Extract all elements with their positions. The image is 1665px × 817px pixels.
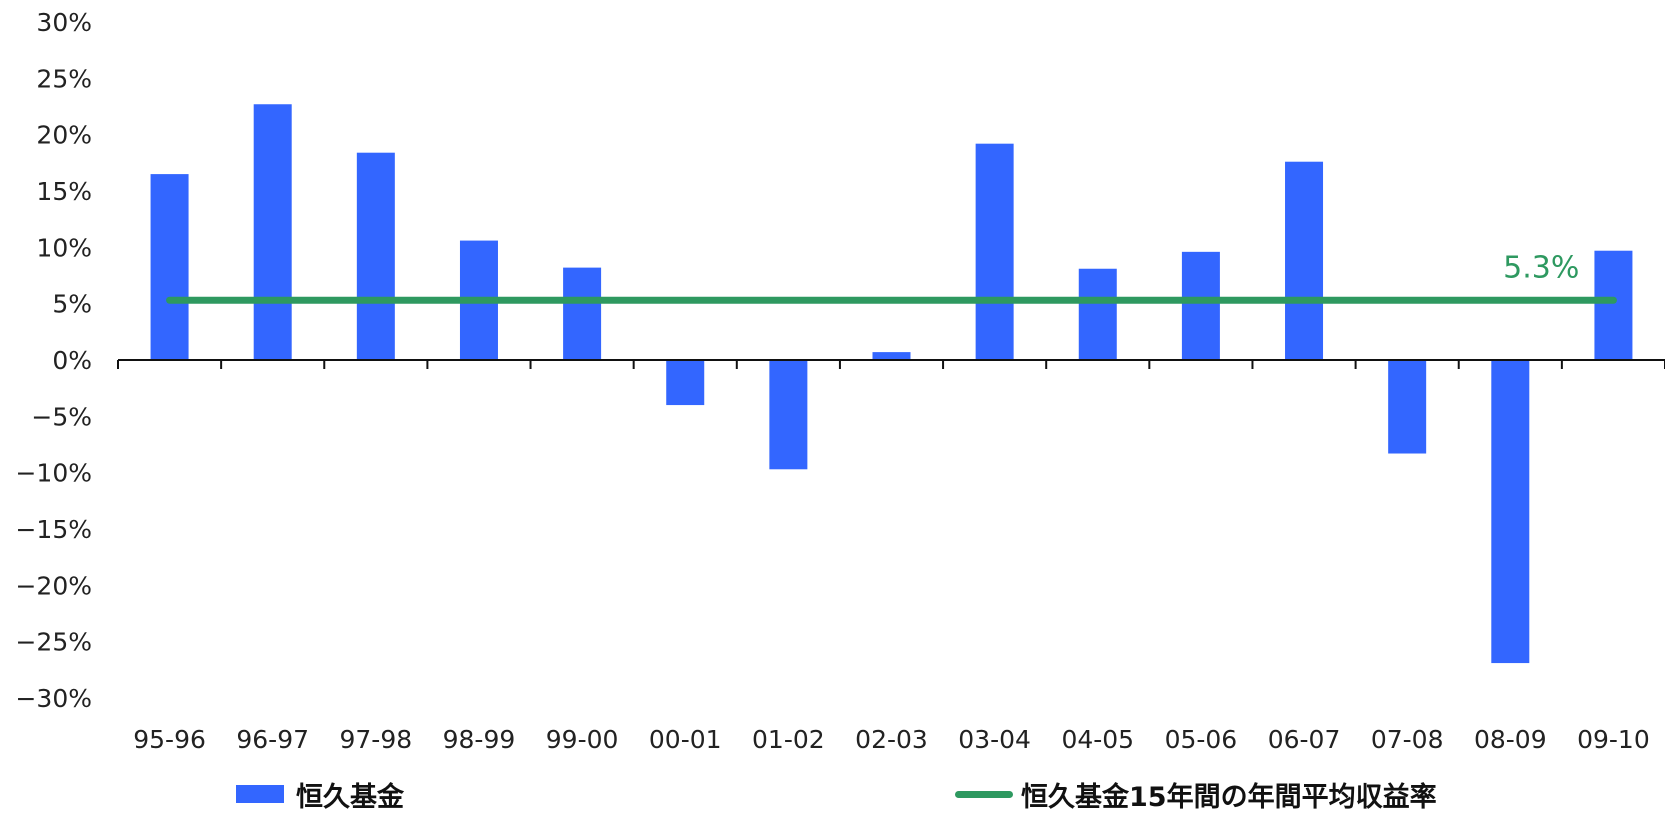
x-tick-label: 02-03 bbox=[855, 725, 928, 754]
y-tick-label: 25% bbox=[36, 64, 92, 93]
x-tick-label: 09-10 bbox=[1577, 725, 1650, 754]
bar-chart: 30% 25% 20% 15% 10% 5% 0% −5% −10% −15% −20% −25% −3… bbox=[15, 8, 1665, 754]
legend-label-fund: 恒久基金 bbox=[296, 781, 404, 813]
x-tick-label: 95-96 bbox=[133, 725, 206, 754]
bar bbox=[1181, 251, 1220, 360]
bar bbox=[666, 360, 705, 406]
x-tick-label: 07-08 bbox=[1371, 725, 1444, 754]
y-tick-label: 0% bbox=[52, 346, 92, 375]
bar bbox=[356, 152, 395, 360]
y-tick-label: 5% bbox=[52, 290, 92, 319]
y-tick-label: −5% bbox=[31, 402, 92, 431]
y-tick-label: 10% bbox=[36, 233, 92, 262]
x-tick-label: 04-05 bbox=[1061, 725, 1134, 754]
bar bbox=[563, 267, 602, 360]
y-tick-label: 20% bbox=[36, 121, 92, 150]
x-tick-label: 96-97 bbox=[236, 725, 309, 754]
bar bbox=[872, 352, 911, 360]
x-tick-label: 06-07 bbox=[1268, 725, 1341, 754]
bar bbox=[1388, 360, 1427, 454]
x-tick-label: 99-00 bbox=[546, 725, 619, 754]
x-tick-label: 03-04 bbox=[958, 725, 1031, 754]
bar bbox=[769, 360, 808, 470]
x-tick-label: 08-09 bbox=[1474, 725, 1547, 754]
x-tick-label: 97-98 bbox=[340, 725, 413, 754]
average-value-label: 5.3% bbox=[1503, 250, 1579, 285]
legend-label-average: 恒久基金15年間の年間平均収益率 bbox=[1021, 781, 1437, 813]
x-tick-label: 01-02 bbox=[752, 725, 825, 754]
bar bbox=[1491, 360, 1530, 664]
y-tick-label: −30% bbox=[15, 684, 92, 713]
x-tick-label: 00-01 bbox=[649, 725, 722, 754]
y-tick-label: −25% bbox=[15, 628, 92, 657]
legend-swatch-bar bbox=[236, 785, 284, 803]
y-tick-label: −15% bbox=[15, 515, 92, 544]
y-tick-label: 30% bbox=[36, 8, 92, 37]
x-tick-label: 05-06 bbox=[1165, 725, 1238, 754]
y-tick-label: −10% bbox=[15, 459, 92, 488]
bar bbox=[1285, 161, 1324, 360]
bar bbox=[1594, 250, 1633, 360]
bar bbox=[150, 174, 189, 360]
legend-swatch-line bbox=[955, 790, 1013, 798]
bar bbox=[1078, 268, 1117, 360]
bar bbox=[253, 104, 292, 360]
bar bbox=[975, 143, 1014, 360]
legend-item-average: 恒久基金15年間の年間平均収益率 bbox=[955, 776, 1437, 813]
y-tick-label: −20% bbox=[15, 571, 92, 600]
x-tick-label: 98-99 bbox=[443, 725, 516, 754]
y-tick-label: 15% bbox=[36, 177, 92, 206]
legend-item-fund: 恒久基金 bbox=[236, 776, 404, 813]
